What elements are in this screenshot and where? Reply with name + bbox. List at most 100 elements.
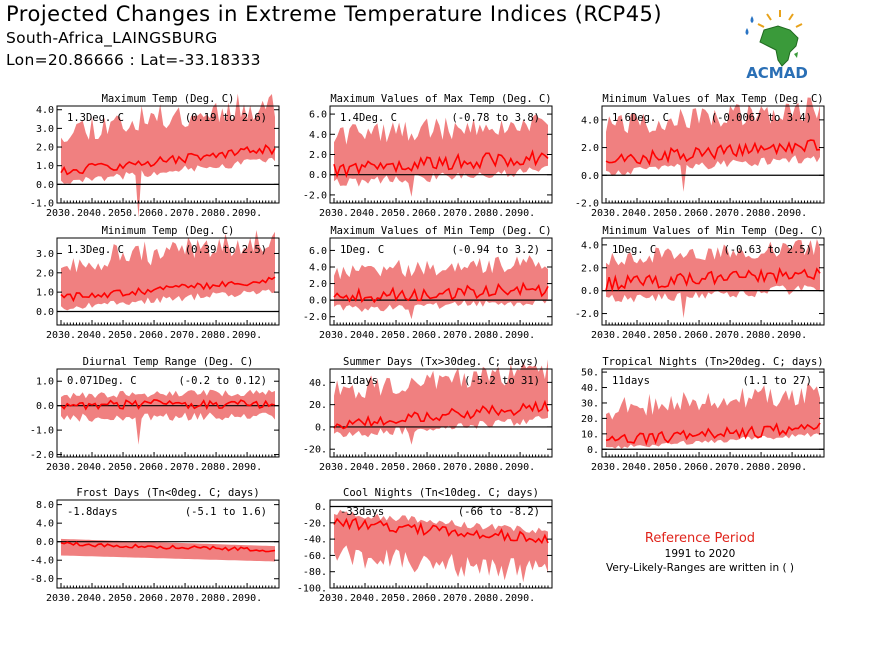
y-tick-label: -2.0: [30, 450, 54, 461]
chart-stat: 1Deg. C: [340, 244, 384, 256]
y-tick-label: 2.0: [36, 268, 54, 279]
x-tick-label: 2090.: [505, 208, 535, 219]
chart-stat: 0.071Deg. C: [67, 375, 137, 387]
y-tick-label: -1.0: [30, 426, 54, 437]
y-tick-label: 1.0: [36, 377, 54, 388]
page-title: Projected Changes in Extreme Temperature…: [6, 2, 663, 26]
range-band: [61, 230, 275, 311]
x-tick-label: 2080.: [201, 462, 231, 473]
x-tick-label: 2050.: [653, 330, 683, 341]
x-tick-label: 2030.: [319, 462, 349, 473]
chart-tnx: 6.0 4.0 2.0 0.0 -2.0 2030. 2040. 2050. 2060. 2070…: [303, 225, 553, 341]
chart-title: Minimum Values of Max Temp (Deg. C): [602, 93, 823, 105]
range-band: [61, 389, 275, 445]
x-tick-label: 2030.: [319, 330, 349, 341]
x-tick-label: 2040.: [77, 208, 107, 219]
y-tick-label: 0.0: [36, 537, 54, 548]
chart-range: (-0.78 to 3.8): [451, 112, 540, 124]
median-line: [605, 139, 821, 166]
chart-tn_mean: 3.0 2.0 1.0 0.0 2030. 2040. 2050. 2060. 2070. 208…: [36, 225, 280, 341]
chart-stat: -1.8days: [67, 506, 118, 518]
chart-title: Cool Nights (Tn<10deg. C; days): [343, 487, 539, 499]
x-tick-label: 2080.: [201, 208, 231, 219]
chart-range: (-5.2 to 31): [464, 375, 540, 387]
x-tick-label: 2080.: [201, 593, 231, 604]
x-tick-label: 2030.: [46, 330, 76, 341]
x-tick-label: 2050.: [381, 330, 411, 341]
x-tick-label: 2030.: [319, 208, 349, 219]
y-tick-label: -2.0: [575, 309, 599, 320]
location-label: South-Africa_LAINGSBURG: [6, 29, 218, 47]
y-tick-label: 1.0: [36, 288, 54, 299]
x-tick-label: 2040.: [350, 208, 380, 219]
x-tick-label: 2080.: [746, 208, 776, 219]
chart-range: (1.1 to 27): [742, 375, 812, 387]
chart-title: Summer Days (Tx>30deg. C; days): [343, 356, 539, 368]
median-line: [60, 398, 276, 411]
x-tick-label: 2050.: [653, 462, 683, 473]
y-tick-label: 20.: [309, 400, 327, 411]
y-tick-label: 4.0: [309, 263, 327, 274]
x-tick-label: 2030.: [591, 208, 621, 219]
y-tick-label: 1.0: [36, 161, 54, 172]
chart-range: (0.19 to 2.6): [185, 112, 267, 124]
x-tick-label: 2030.: [591, 330, 621, 341]
y-tick-label: 2.0: [581, 263, 599, 274]
median-line: [333, 281, 549, 304]
coordinates-label: Lon=20.86666 : Lat=-33.18333: [6, 51, 261, 69]
reference-box: Reference Period 1991 to 2020 Very-Likel…: [580, 530, 820, 575]
chart-fd: 8.0 4.0 0.0 -4.0 -8.0 2030. 2040. 2050. 2060. 207…: [30, 487, 280, 604]
x-tick-label: 2040.: [77, 330, 107, 341]
x-tick-label: 2090.: [232, 593, 262, 604]
chart-title: Maximum Temp (Deg. C): [102, 93, 235, 105]
plot-frame: [329, 237, 553, 326]
x-tick-label: 2060.: [139, 462, 169, 473]
y-tick-label: 0.0: [309, 296, 327, 307]
x-tick-label: 2040.: [622, 330, 652, 341]
y-tick-label: 0.0: [36, 307, 54, 318]
median-line: [605, 422, 821, 446]
chart-title: Tropical Nights (Tn>20deg. C; days): [602, 356, 823, 368]
range-band: [61, 538, 275, 562]
x-tick-label: 2040.: [77, 462, 107, 473]
x-tick-label: 2090.: [505, 462, 535, 473]
y-tick-label: 20.: [581, 414, 599, 425]
median-line: [60, 144, 276, 176]
y-tick-label: 0.0: [309, 170, 327, 181]
y-tick-label: -100.: [297, 584, 327, 595]
chart-title: Frost Days (Tn<0deg. C; days): [76, 487, 259, 499]
x-tick-label: 2090.: [505, 593, 535, 604]
x-tick-label: 2070.: [715, 462, 745, 473]
x-tick-label: 2050.: [108, 593, 138, 604]
y-tick-label: 0.: [315, 502, 327, 513]
plot-frame: [329, 499, 553, 589]
chart-tr: 50. 40. 30. 20. 10. 0. 2030. 2040. 2050. 2060. 207…: [581, 356, 825, 473]
x-tick-label: 2060.: [412, 593, 442, 604]
chart-stat: 1.3Deg. C: [67, 244, 124, 256]
acmad-logo: ACMAD: [745, 10, 808, 82]
x-tick-label: 2070.: [170, 330, 200, 341]
x-tick-label: 2060.: [139, 593, 169, 604]
y-tick-label: -4.0: [30, 556, 54, 567]
chart-tn10: 0.-20.-40.-60.-80.-100.2030. 2040. 2050. 20…: [297, 487, 553, 604]
x-tick-label: 2040.: [350, 593, 380, 604]
y-tick-label: 2.0: [581, 143, 599, 154]
chart-range: (-0.2 to 0.12): [178, 375, 267, 387]
chart-txx: 6.0 4.0 2.0 0.0 -2.0 2030. 2040. 2050. 2060. 2070…: [303, 93, 553, 219]
chart-stat: 1Deg. C: [612, 244, 656, 256]
y-tick-label: -60.: [303, 551, 327, 562]
range-band: [334, 114, 548, 197]
chart-stat: 1.4Deg. C: [340, 112, 397, 124]
chart-stat: -33days: [340, 506, 384, 518]
x-tick-label: 2050.: [381, 462, 411, 473]
logo-text: ACMAD: [746, 64, 808, 82]
chart-title: Diurnal Temp Range (Deg. C): [83, 356, 254, 368]
plot-frame: [601, 237, 825, 326]
y-tick-label: 4.0: [581, 240, 599, 251]
x-tick-label: 2070.: [715, 330, 745, 341]
chart-range: (-0.94 to 3.2): [451, 244, 540, 256]
x-tick-label: 2050.: [108, 462, 138, 473]
